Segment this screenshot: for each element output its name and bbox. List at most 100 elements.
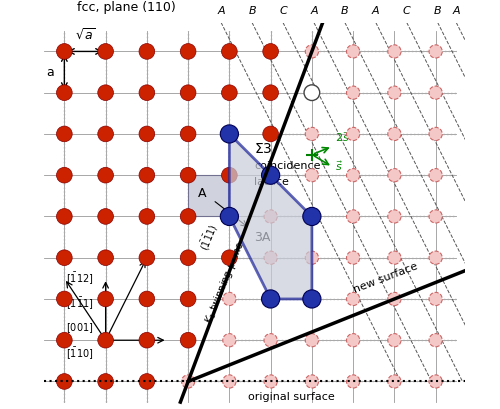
Text: a: a: [46, 65, 54, 79]
Text: $[1\bar{1}1]$: $[1\bar{1}1]$: [66, 295, 94, 311]
Circle shape: [346, 86, 360, 99]
Circle shape: [429, 251, 442, 264]
Circle shape: [388, 45, 401, 58]
Text: new surface: new surface: [352, 261, 420, 295]
Text: C: C: [403, 7, 410, 16]
Circle shape: [220, 125, 238, 143]
Circle shape: [180, 250, 196, 265]
Circle shape: [346, 210, 360, 223]
Circle shape: [429, 169, 442, 182]
Circle shape: [346, 375, 360, 388]
Circle shape: [139, 209, 154, 224]
Circle shape: [98, 209, 114, 224]
Circle shape: [429, 334, 442, 347]
Circle shape: [262, 290, 280, 308]
Circle shape: [388, 334, 401, 347]
Circle shape: [223, 375, 236, 388]
Circle shape: [264, 375, 277, 388]
Circle shape: [263, 126, 278, 142]
Circle shape: [306, 375, 318, 388]
Circle shape: [139, 126, 154, 142]
Circle shape: [429, 292, 442, 306]
Circle shape: [388, 210, 401, 223]
Circle shape: [303, 207, 321, 225]
Circle shape: [346, 292, 360, 306]
Circle shape: [98, 333, 114, 348]
Circle shape: [139, 44, 154, 59]
Polygon shape: [188, 175, 230, 216]
Text: 3A: 3A: [254, 231, 270, 244]
Circle shape: [182, 375, 194, 388]
Text: A: A: [198, 187, 207, 200]
Circle shape: [429, 86, 442, 99]
Circle shape: [388, 169, 401, 182]
Circle shape: [346, 334, 360, 347]
Circle shape: [180, 291, 196, 307]
Text: $\sqrt{a}$: $\sqrt{a}$: [74, 28, 96, 43]
Circle shape: [346, 127, 360, 141]
Text: B: B: [341, 7, 348, 16]
Text: A: A: [452, 7, 460, 16]
Text: lattice: lattice: [254, 177, 289, 187]
Circle shape: [180, 126, 196, 142]
Circle shape: [180, 333, 196, 348]
Circle shape: [306, 334, 318, 347]
Text: $\vec{s}$: $\vec{s}$: [334, 160, 343, 173]
Text: $2\vec{s}$: $2\vec{s}$: [334, 130, 350, 144]
Circle shape: [429, 375, 442, 388]
Text: original surface: original surface: [248, 392, 334, 402]
Circle shape: [56, 209, 72, 224]
Circle shape: [346, 169, 360, 182]
Polygon shape: [230, 134, 312, 299]
Text: $K_1$ twinning plane: $K_1$ twinning plane: [202, 239, 248, 326]
Circle shape: [306, 86, 318, 99]
Circle shape: [98, 374, 114, 389]
Text: fcc, plane (110): fcc, plane (110): [77, 1, 176, 14]
Circle shape: [180, 44, 196, 59]
Circle shape: [264, 334, 277, 347]
Circle shape: [263, 44, 278, 59]
Circle shape: [388, 86, 401, 99]
Circle shape: [98, 250, 114, 265]
Circle shape: [388, 375, 401, 388]
Text: $(\bar{1}\bar{1}1)$: $(\bar{1}\bar{1}1)$: [196, 222, 221, 253]
Text: A: A: [310, 7, 318, 16]
Circle shape: [262, 166, 280, 184]
Circle shape: [180, 85, 196, 101]
Circle shape: [388, 127, 401, 141]
Text: B: B: [248, 7, 256, 16]
Circle shape: [139, 333, 154, 348]
Circle shape: [98, 291, 114, 307]
Circle shape: [346, 45, 360, 58]
Circle shape: [429, 45, 442, 58]
Circle shape: [263, 85, 278, 101]
Circle shape: [56, 44, 72, 59]
Circle shape: [56, 85, 72, 101]
Circle shape: [388, 292, 401, 306]
Circle shape: [56, 333, 72, 348]
Circle shape: [306, 169, 318, 182]
Text: A: A: [372, 7, 380, 16]
Circle shape: [139, 374, 154, 389]
Circle shape: [180, 209, 196, 224]
Circle shape: [98, 85, 114, 101]
Circle shape: [306, 45, 318, 58]
Circle shape: [56, 374, 72, 389]
Circle shape: [304, 85, 320, 101]
Circle shape: [264, 251, 277, 264]
Circle shape: [98, 126, 114, 142]
Circle shape: [139, 250, 154, 265]
Circle shape: [180, 167, 196, 183]
Circle shape: [264, 210, 277, 223]
Text: $[\bar{1}10]$: $[\bar{1}10]$: [66, 345, 94, 360]
Circle shape: [98, 44, 114, 59]
Text: C: C: [279, 7, 287, 16]
Circle shape: [303, 290, 321, 308]
Text: B: B: [434, 7, 442, 16]
Circle shape: [139, 85, 154, 101]
Text: $[\bar{1}12]$: $[\bar{1}12]$: [66, 270, 94, 286]
Circle shape: [56, 126, 72, 142]
Text: $\Sigma$3: $\Sigma$3: [254, 142, 272, 156]
Circle shape: [56, 167, 72, 183]
Circle shape: [139, 291, 154, 307]
